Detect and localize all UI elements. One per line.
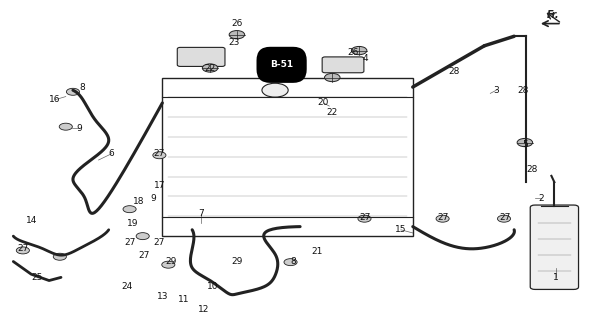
Text: 27: 27 [154,238,165,247]
Text: 27: 27 [359,212,371,222]
Text: 7: 7 [198,209,204,219]
Text: 24: 24 [121,282,132,292]
Text: 12: 12 [198,305,210,314]
Text: B-51: B-51 [270,60,293,69]
Text: 21: 21 [311,247,323,257]
Circle shape [162,261,175,268]
Text: 15: 15 [395,225,407,234]
Text: 22: 22 [326,108,338,117]
Text: 27: 27 [124,238,135,247]
FancyBboxPatch shape [530,205,579,289]
Circle shape [123,206,136,213]
Circle shape [497,215,510,222]
Circle shape [59,123,72,130]
Text: 29: 29 [231,257,243,266]
Text: 28: 28 [518,86,529,95]
Text: 8: 8 [79,83,84,92]
Circle shape [136,233,149,240]
Circle shape [66,88,80,95]
Circle shape [284,259,297,266]
Circle shape [16,247,29,254]
Text: 9: 9 [150,194,156,203]
Circle shape [153,152,166,159]
Text: 28: 28 [527,165,538,174]
Circle shape [517,139,533,147]
Text: 27: 27 [154,149,165,158]
Text: 3: 3 [494,86,499,95]
Text: 11: 11 [177,295,189,304]
FancyBboxPatch shape [322,57,364,73]
Text: Fr.: Fr. [546,11,559,20]
Text: 22: 22 [204,63,216,73]
Text: 28: 28 [449,67,460,76]
Circle shape [262,83,288,97]
Text: 27: 27 [139,251,150,260]
Text: 4: 4 [362,54,368,63]
Text: 1: 1 [553,273,559,282]
Text: 27: 27 [18,244,29,253]
Text: 2: 2 [538,194,544,203]
Circle shape [352,46,367,55]
Text: 17: 17 [153,181,165,190]
Text: 26: 26 [347,48,359,57]
Circle shape [53,253,66,260]
Circle shape [358,215,371,222]
Text: 25: 25 [32,273,43,282]
Text: 23: 23 [228,38,240,47]
Text: 10: 10 [207,282,219,292]
Circle shape [202,64,218,72]
Circle shape [436,215,449,222]
Bar [162,77,413,236]
Text: 8: 8 [291,257,297,266]
Text: 18: 18 [133,197,144,206]
Text: 13: 13 [156,292,168,301]
Text: 5: 5 [522,140,528,148]
Text: 9: 9 [76,124,82,133]
FancyBboxPatch shape [177,47,225,67]
Circle shape [325,73,340,82]
Text: 14: 14 [26,216,37,225]
Text: 6: 6 [109,149,114,158]
Text: 20: 20 [317,99,329,108]
Text: 27: 27 [437,212,448,222]
Text: 19: 19 [127,219,138,228]
Circle shape [229,31,244,39]
Text: 16: 16 [49,95,61,104]
Text: 27: 27 [500,212,511,222]
Text: 26: 26 [231,19,243,28]
Text: 29: 29 [166,257,177,266]
